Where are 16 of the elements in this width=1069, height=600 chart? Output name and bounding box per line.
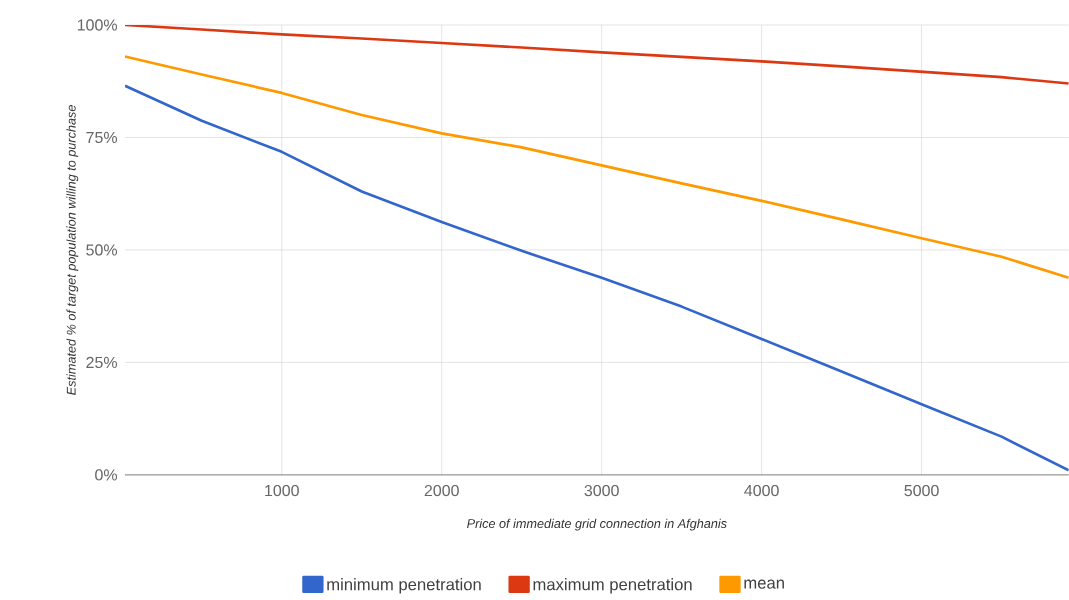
line-series <box>124 84 1069 472</box>
y-axis-title: Estimated % of target population willing to purchase <box>66 105 79 395</box>
x-tick-label: 5000 <box>904 485 939 497</box>
legend-label: minimum penetration <box>327 578 481 594</box>
y-tick-label: 75% <box>86 131 118 144</box>
x-tick-label: 4000 <box>744 485 779 497</box>
y-tick-label: 100% <box>77 19 118 31</box>
x-axis-title: Price of immediate grid connection in Afghanis <box>467 518 727 531</box>
y-tick-label: 25% <box>86 356 118 369</box>
y-tick-label: 50% <box>86 244 118 256</box>
y-tick-label: 0% <box>95 469 118 481</box>
legend-label: mean <box>744 579 784 589</box>
legend-label: maximum penetration <box>533 578 692 594</box>
x-tick-label: 2000 <box>424 485 459 497</box>
x-tick-label: 3000 <box>584 485 619 497</box>
x-tick-label: 1000 <box>265 485 299 497</box>
